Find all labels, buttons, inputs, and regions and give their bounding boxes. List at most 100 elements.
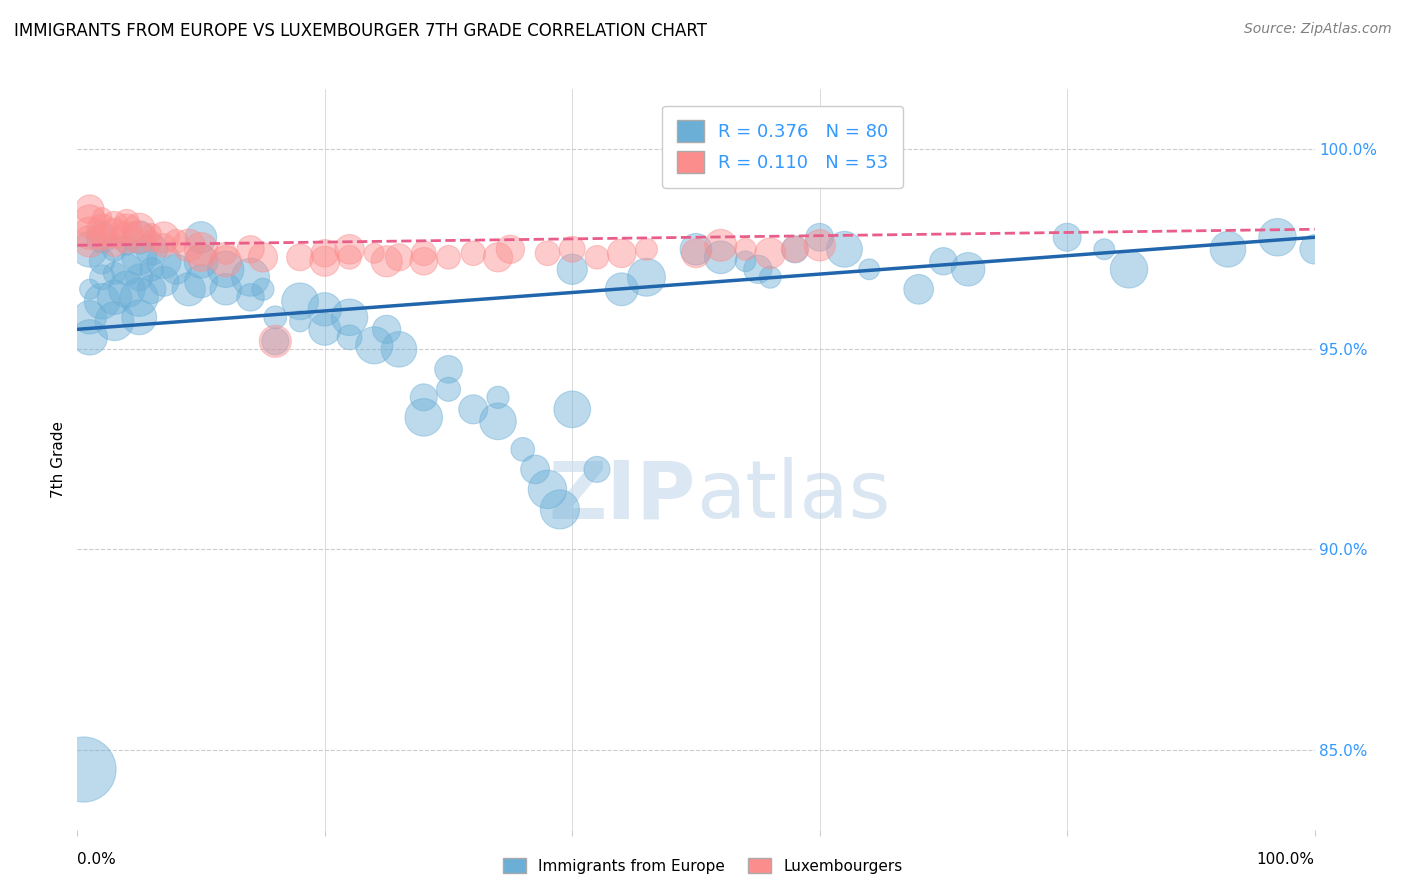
Point — [759, 246, 782, 260]
Point — [734, 254, 756, 268]
Point — [264, 334, 287, 349]
Point — [685, 242, 707, 256]
Point — [128, 290, 150, 304]
Point — [239, 290, 262, 304]
Point — [153, 238, 176, 252]
Point — [72, 763, 94, 777]
Point — [103, 219, 125, 233]
Point — [79, 214, 101, 228]
Point — [288, 250, 311, 264]
Text: ZIP: ZIP — [548, 458, 696, 535]
Point — [128, 250, 150, 264]
Point — [215, 282, 238, 296]
Point — [264, 334, 287, 349]
Point — [375, 254, 398, 268]
Point — [91, 211, 114, 225]
Point — [486, 414, 509, 428]
Point — [437, 382, 460, 396]
Point — [91, 294, 114, 309]
Point — [783, 242, 806, 256]
Point — [103, 238, 125, 252]
Point — [486, 250, 509, 264]
Point — [165, 262, 187, 277]
Point — [339, 250, 361, 264]
Point — [339, 330, 361, 344]
Point — [1092, 242, 1115, 256]
Point — [375, 322, 398, 336]
Point — [128, 230, 150, 244]
Text: 100.0%: 100.0% — [1257, 852, 1315, 867]
Point — [463, 402, 485, 417]
Point — [264, 310, 287, 325]
Point — [115, 222, 138, 236]
Point — [412, 246, 434, 260]
Point — [215, 246, 238, 260]
Text: IMMIGRANTS FROM EUROPE VS LUXEMBOURGER 7TH GRADE CORRELATION CHART: IMMIGRANTS FROM EUROPE VS LUXEMBOURGER 7… — [14, 22, 707, 40]
Point — [153, 274, 176, 288]
Text: Source: ZipAtlas.com: Source: ZipAtlas.com — [1244, 22, 1392, 37]
Point — [1056, 230, 1078, 244]
Point — [314, 302, 336, 317]
Point — [808, 230, 831, 244]
Point — [339, 242, 361, 256]
Point — [153, 254, 176, 268]
Point — [91, 222, 114, 236]
Point — [339, 310, 361, 325]
Point — [561, 242, 583, 256]
Point — [128, 270, 150, 285]
Point — [932, 254, 955, 268]
Point — [734, 242, 756, 256]
Point — [91, 230, 114, 244]
Point — [685, 246, 707, 260]
Point — [79, 310, 101, 325]
Point — [412, 254, 434, 268]
Point — [808, 238, 831, 252]
Point — [115, 230, 138, 244]
Point — [215, 254, 238, 268]
Text: 0.0%: 0.0% — [77, 852, 117, 867]
Point — [363, 246, 385, 260]
Point — [486, 390, 509, 404]
Point — [314, 322, 336, 336]
Point — [548, 502, 571, 516]
Point — [536, 246, 558, 260]
Point — [512, 442, 534, 457]
Point — [636, 270, 658, 285]
Point — [190, 254, 212, 268]
Point — [128, 230, 150, 244]
Point — [288, 294, 311, 309]
Point — [190, 230, 212, 244]
Point — [636, 242, 658, 256]
Y-axis label: 7th Grade: 7th Grade — [51, 421, 66, 498]
Point — [103, 290, 125, 304]
Point — [363, 338, 385, 352]
Point — [79, 202, 101, 217]
Point — [91, 270, 114, 285]
Point — [314, 246, 336, 260]
Point — [561, 262, 583, 277]
Point — [834, 242, 856, 256]
Point — [239, 270, 262, 285]
Point — [747, 262, 769, 277]
Point — [437, 362, 460, 376]
Point — [115, 282, 138, 296]
Point — [907, 282, 929, 296]
Point — [141, 282, 163, 296]
Point — [536, 483, 558, 497]
Point — [128, 310, 150, 325]
Point — [190, 274, 212, 288]
Point — [288, 314, 311, 328]
Point — [79, 234, 101, 248]
Point — [115, 214, 138, 228]
Legend: Immigrants from Europe, Luxembourgers: Immigrants from Europe, Luxembourgers — [498, 852, 908, 880]
Point — [561, 402, 583, 417]
Point — [463, 246, 485, 260]
Point — [103, 314, 125, 328]
Point — [141, 227, 163, 241]
Point — [115, 262, 138, 277]
Point — [103, 266, 125, 280]
Point — [215, 262, 238, 277]
Point — [586, 462, 609, 476]
Point — [91, 254, 114, 268]
Point — [91, 230, 114, 244]
